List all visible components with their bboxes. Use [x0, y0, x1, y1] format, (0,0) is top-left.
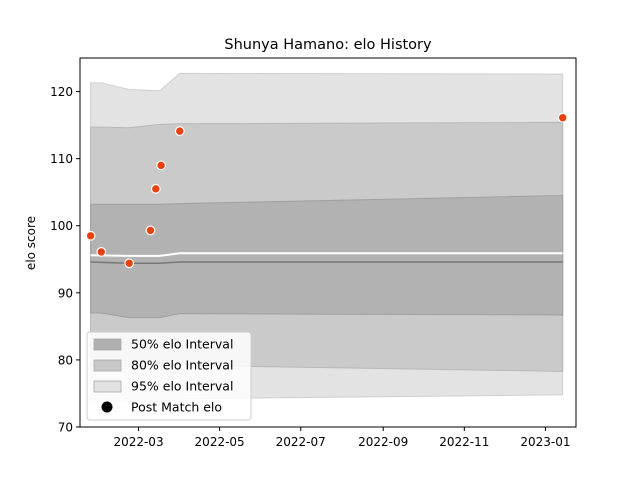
y-tick-label: 110	[50, 152, 73, 166]
x-tick-label: 2022-07	[276, 435, 326, 449]
legend-swatch	[93, 359, 122, 372]
x-axis: 2022-03 2022-05 2022-07 2022-09 2022-11 2023-…	[113, 427, 570, 449]
x-tick-label: 2022-09	[358, 435, 408, 449]
post-match-point	[85, 230, 96, 241]
median-line-1	[90, 252, 563, 257]
legend-swatch	[93, 380, 122, 393]
post-match-point	[96, 246, 107, 257]
post-match-point	[145, 225, 156, 236]
post-match-point	[124, 258, 135, 269]
legend: 50% elo Interval 80% elo Interval 95% elo …	[86, 331, 252, 421]
legend-label: Post Match elo	[131, 400, 222, 415]
legend-label: 50% elo Interval	[131, 337, 233, 352]
legend-box	[86, 331, 252, 421]
interval-bands	[90, 72, 564, 403]
legend-label: 80% elo Interval	[131, 358, 233, 373]
y-tick-label: 120	[50, 85, 73, 99]
post-match-point	[174, 126, 185, 137]
post-match-points	[85, 112, 568, 269]
post-match-point	[156, 160, 167, 171]
x-tick-label: 2022-11	[439, 435, 489, 449]
x-tick-label: 2023-01	[520, 435, 570, 449]
legend-swatch	[93, 338, 122, 351]
legend-marker	[101, 401, 113, 413]
y-tick-label: 90	[58, 286, 73, 300]
y-tick-label: 70	[58, 421, 73, 435]
x-tick-label: 2022-05	[195, 435, 245, 449]
band-p50	[90, 195, 564, 319]
y-tick-label: 80	[58, 353, 73, 367]
post-match-point	[557, 112, 568, 123]
plot-frame	[79, 57, 577, 428]
post-match-point	[150, 183, 161, 194]
y-axis-label: elo score	[24, 216, 38, 270]
median-lines	[90, 252, 563, 265]
median-line-2	[90, 261, 563, 265]
y-axis: 70 80 90 100 110 120	[50, 85, 80, 435]
y-tick-label: 100	[50, 219, 73, 233]
x-tick-label: 2022-03	[113, 435, 163, 449]
chart-title: Shunya Hamano: elo History	[224, 37, 432, 53]
legend-label: 95% elo Interval	[131, 379, 233, 394]
